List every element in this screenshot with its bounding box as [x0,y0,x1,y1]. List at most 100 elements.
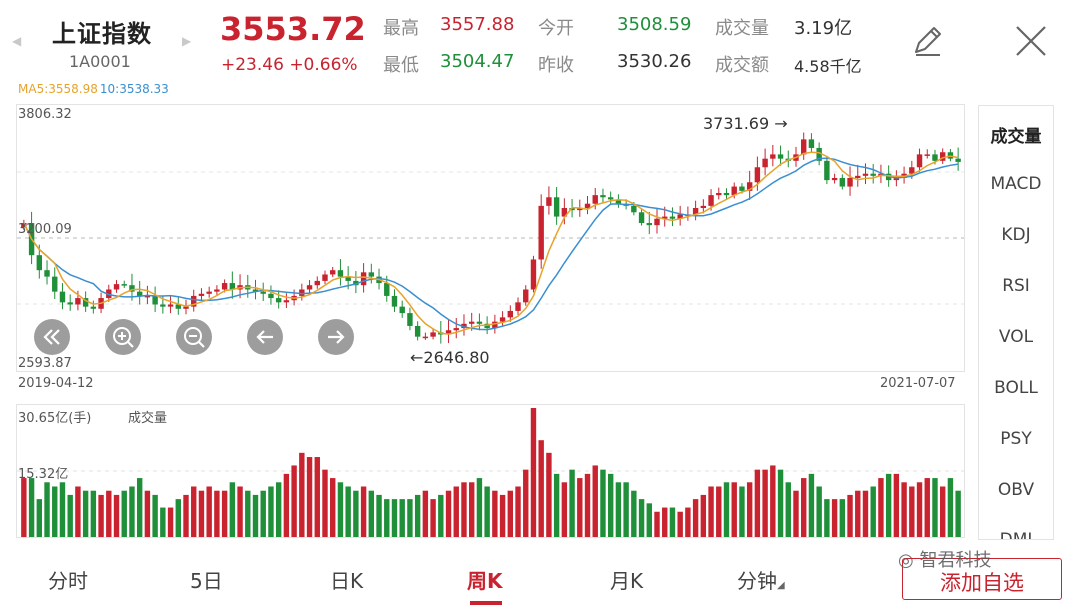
quote-value-volume: 3.19亿 [794,18,853,39]
volume-bar [28,478,35,537]
tab-5day[interactable]: 5日 [190,569,223,593]
volume-bar [384,499,390,537]
volume-bar [90,490,97,537]
left-arrow-icon[interactable] [247,319,283,355]
volume-bar [723,482,730,537]
candle [824,160,830,181]
arrow-left-icon: ← [410,348,424,367]
volume-bar [175,499,181,537]
volume-chart-frame[interactable] [16,404,965,538]
indicator-obv[interactable]: OBV [997,480,1035,500]
volume-bar [221,490,228,537]
zoom-out-icon[interactable] [176,319,212,355]
quote-value-amount: 4.58千亿 [794,57,862,76]
tab-monthly-k[interactable]: 月K [610,569,644,593]
candle [36,255,43,271]
candle [716,192,722,196]
volume-bar [376,494,382,537]
indicator-volume[interactable]: 成交量 [990,127,1042,147]
indicator-vol[interactable]: VOL [998,327,1034,347]
indicator-kdj[interactable]: KDJ [1001,225,1031,245]
tab-weekly-k[interactable]: 周K [467,569,503,593]
indicator-list: 成交量 MACD KDJ RSI VOL BOLL PSY OBV DMI [978,105,1054,540]
edit-icon[interactable] [910,22,946,58]
candle [855,175,861,178]
volume-bar [453,486,459,537]
volume-bar [229,482,236,537]
candle [283,300,290,303]
candle [607,197,614,200]
candle [847,177,853,187]
close-icon[interactable] [1012,22,1050,60]
rewind-icon[interactable] [34,319,70,355]
volume-bar [167,507,174,537]
volume-bar [530,408,537,537]
volume-bar [646,503,652,537]
candle [414,325,421,337]
price-chart-frame[interactable] [16,104,965,372]
candle [430,332,436,337]
candle [445,330,452,335]
volume-bar [638,499,645,537]
candle [561,207,568,217]
volume-axis-top: 30.65亿(手) [18,411,92,426]
volume-bar [909,486,915,537]
candle [314,280,320,286]
indicator-boll[interactable]: BOLL [994,378,1038,398]
candle [152,295,158,305]
candle [345,276,351,281]
prev-stock-icon[interactable]: ◀ [12,34,22,48]
active-tab-indicator [470,601,502,605]
tab-minute[interactable]: 分钟◢ [737,565,785,594]
volume-bar [206,486,212,537]
volume-axis-mid: 15.32亿 [18,467,69,482]
candle [67,302,73,305]
candle [801,139,807,155]
candle [422,336,429,339]
volume-bar [299,452,305,537]
candle [577,207,583,211]
min-price-label: ←2646.80 [410,348,490,367]
volume-bar [538,440,544,537]
candle [121,284,127,286]
tab-intraday[interactable]: 分时 [48,569,88,593]
quote-value-open: 3508.59 [617,14,692,35]
indicator-rsi[interactable]: RSI [1002,276,1030,296]
indicator-dmi[interactable]: DMI [999,530,1033,540]
volume-bar [654,511,660,537]
candle [507,310,514,318]
candle [299,289,305,296]
volume-bar [708,486,714,537]
candle [515,302,521,311]
volume-bar [36,499,43,537]
tab-daily-k[interactable]: 日K [330,569,364,593]
zoom-in-icon[interactable] [105,319,141,355]
volume-bar [129,486,135,537]
candle [553,197,560,217]
candle [384,283,390,296]
volume-bar [824,499,830,537]
candle [59,291,66,303]
candle [592,195,598,204]
right-arrow-icon[interactable] [318,319,354,355]
wechat-icon: ◎ [898,550,914,571]
indicator-macd[interactable]: MACD [990,174,1042,194]
candle [523,289,529,303]
candle [399,306,405,314]
indicator-psy[interactable]: PSY [1000,429,1032,449]
add-watchlist-button[interactable]: 添加自选 [902,558,1062,600]
candle [106,289,112,299]
candle [221,283,228,290]
volume-bar [399,499,405,537]
ma5-line [23,151,959,335]
candle [461,323,467,329]
volume-bar [662,507,668,537]
volume-bar [878,478,884,537]
candle [191,295,197,307]
volume-bar [716,486,722,537]
volume-bar [391,499,398,537]
quote-label-volume: 成交量 [715,18,769,39]
candle [530,259,537,290]
candle [353,280,359,286]
next-stock-icon[interactable]: ▶ [182,34,192,48]
